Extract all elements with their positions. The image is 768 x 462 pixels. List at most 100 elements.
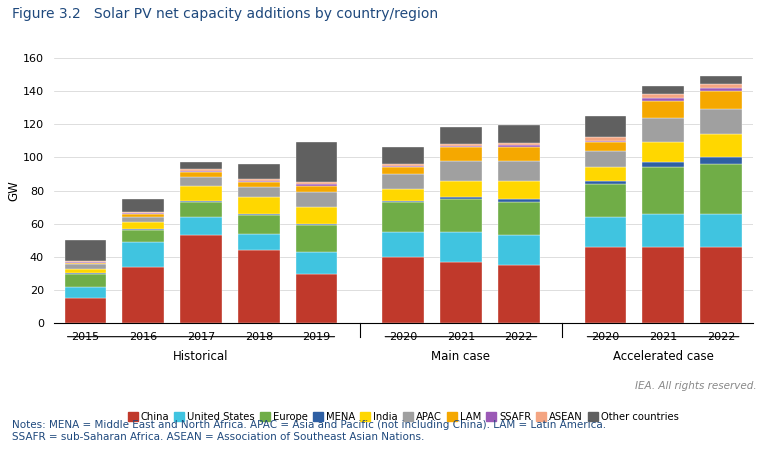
Bar: [238, 181, 280, 182]
Bar: [700, 158, 742, 164]
Bar: [238, 215, 280, 234]
Bar: [296, 225, 337, 252]
Bar: [584, 116, 626, 138]
Bar: [180, 170, 222, 172]
Text: Main case: Main case: [432, 350, 491, 363]
Text: Notes: MENA = Middle East and North Africa. APAC = Asia and Pacific (not includi: Notes: MENA = Middle East and North Afri…: [12, 420, 606, 442]
Bar: [498, 236, 539, 265]
Bar: [440, 161, 482, 181]
Bar: [440, 197, 482, 199]
Bar: [498, 145, 539, 147]
Bar: [584, 247, 626, 323]
Bar: [440, 262, 482, 323]
Bar: [584, 138, 626, 141]
Bar: [122, 212, 164, 213]
Bar: [180, 169, 222, 170]
Bar: [238, 214, 280, 215]
Bar: [700, 214, 742, 247]
Bar: [180, 186, 222, 201]
Bar: [382, 166, 424, 167]
Bar: [642, 214, 684, 247]
Bar: [180, 201, 222, 202]
Bar: [122, 222, 164, 229]
Bar: [180, 202, 222, 217]
Bar: [382, 232, 424, 257]
Bar: [700, 76, 742, 84]
Bar: [498, 199, 539, 202]
Bar: [642, 162, 684, 167]
Bar: [180, 236, 222, 323]
Bar: [584, 142, 626, 151]
Bar: [122, 217, 164, 222]
Bar: [122, 199, 164, 212]
Bar: [238, 187, 280, 197]
Y-axis label: GW: GW: [7, 180, 20, 201]
Bar: [65, 269, 106, 273]
Bar: [65, 263, 106, 264]
Bar: [700, 164, 742, 214]
Bar: [584, 217, 626, 247]
Bar: [642, 97, 684, 101]
Bar: [122, 242, 164, 267]
Bar: [122, 213, 164, 214]
Text: Figure 3.2   Solar PV net capacity additions by country/region: Figure 3.2 Solar PV net capacity additio…: [12, 7, 438, 21]
Bar: [642, 142, 684, 162]
Bar: [498, 181, 539, 199]
Bar: [498, 143, 539, 145]
Bar: [642, 117, 684, 142]
Bar: [584, 141, 626, 142]
Bar: [296, 192, 337, 207]
Bar: [642, 94, 684, 97]
Bar: [296, 224, 337, 225]
Bar: [642, 247, 684, 323]
Bar: [180, 217, 222, 236]
Text: Historical: Historical: [174, 350, 229, 363]
Bar: [700, 134, 742, 158]
Bar: [65, 261, 106, 262]
Bar: [65, 273, 106, 274]
Bar: [382, 257, 424, 323]
Bar: [180, 172, 222, 177]
Bar: [382, 167, 424, 174]
Bar: [180, 177, 222, 186]
Bar: [296, 184, 337, 186]
Bar: [65, 274, 106, 287]
Bar: [584, 167, 626, 181]
Bar: [238, 250, 280, 323]
Bar: [382, 201, 424, 202]
Bar: [440, 128, 482, 144]
Bar: [498, 161, 539, 181]
Bar: [238, 234, 280, 250]
Bar: [440, 146, 482, 147]
Bar: [584, 151, 626, 167]
Bar: [498, 202, 539, 236]
Bar: [642, 167, 684, 214]
Bar: [498, 147, 539, 161]
Bar: [296, 252, 337, 274]
Bar: [238, 164, 280, 179]
Bar: [122, 229, 164, 231]
Bar: [440, 199, 482, 232]
Bar: [296, 182, 337, 184]
Bar: [296, 186, 337, 192]
Text: Accelerated case: Accelerated case: [613, 350, 713, 363]
Bar: [440, 144, 482, 146]
Bar: [65, 264, 106, 269]
Bar: [296, 207, 337, 224]
Bar: [642, 86, 684, 94]
Bar: [382, 202, 424, 232]
Bar: [700, 247, 742, 323]
Bar: [584, 184, 626, 217]
Bar: [122, 231, 164, 242]
Bar: [440, 147, 482, 161]
Bar: [122, 214, 164, 217]
Bar: [700, 88, 742, 91]
Bar: [440, 181, 482, 197]
Bar: [382, 174, 424, 189]
Bar: [700, 109, 742, 134]
Bar: [700, 84, 742, 88]
Bar: [642, 101, 684, 117]
Bar: [238, 197, 280, 214]
Bar: [440, 232, 482, 262]
Bar: [382, 189, 424, 201]
